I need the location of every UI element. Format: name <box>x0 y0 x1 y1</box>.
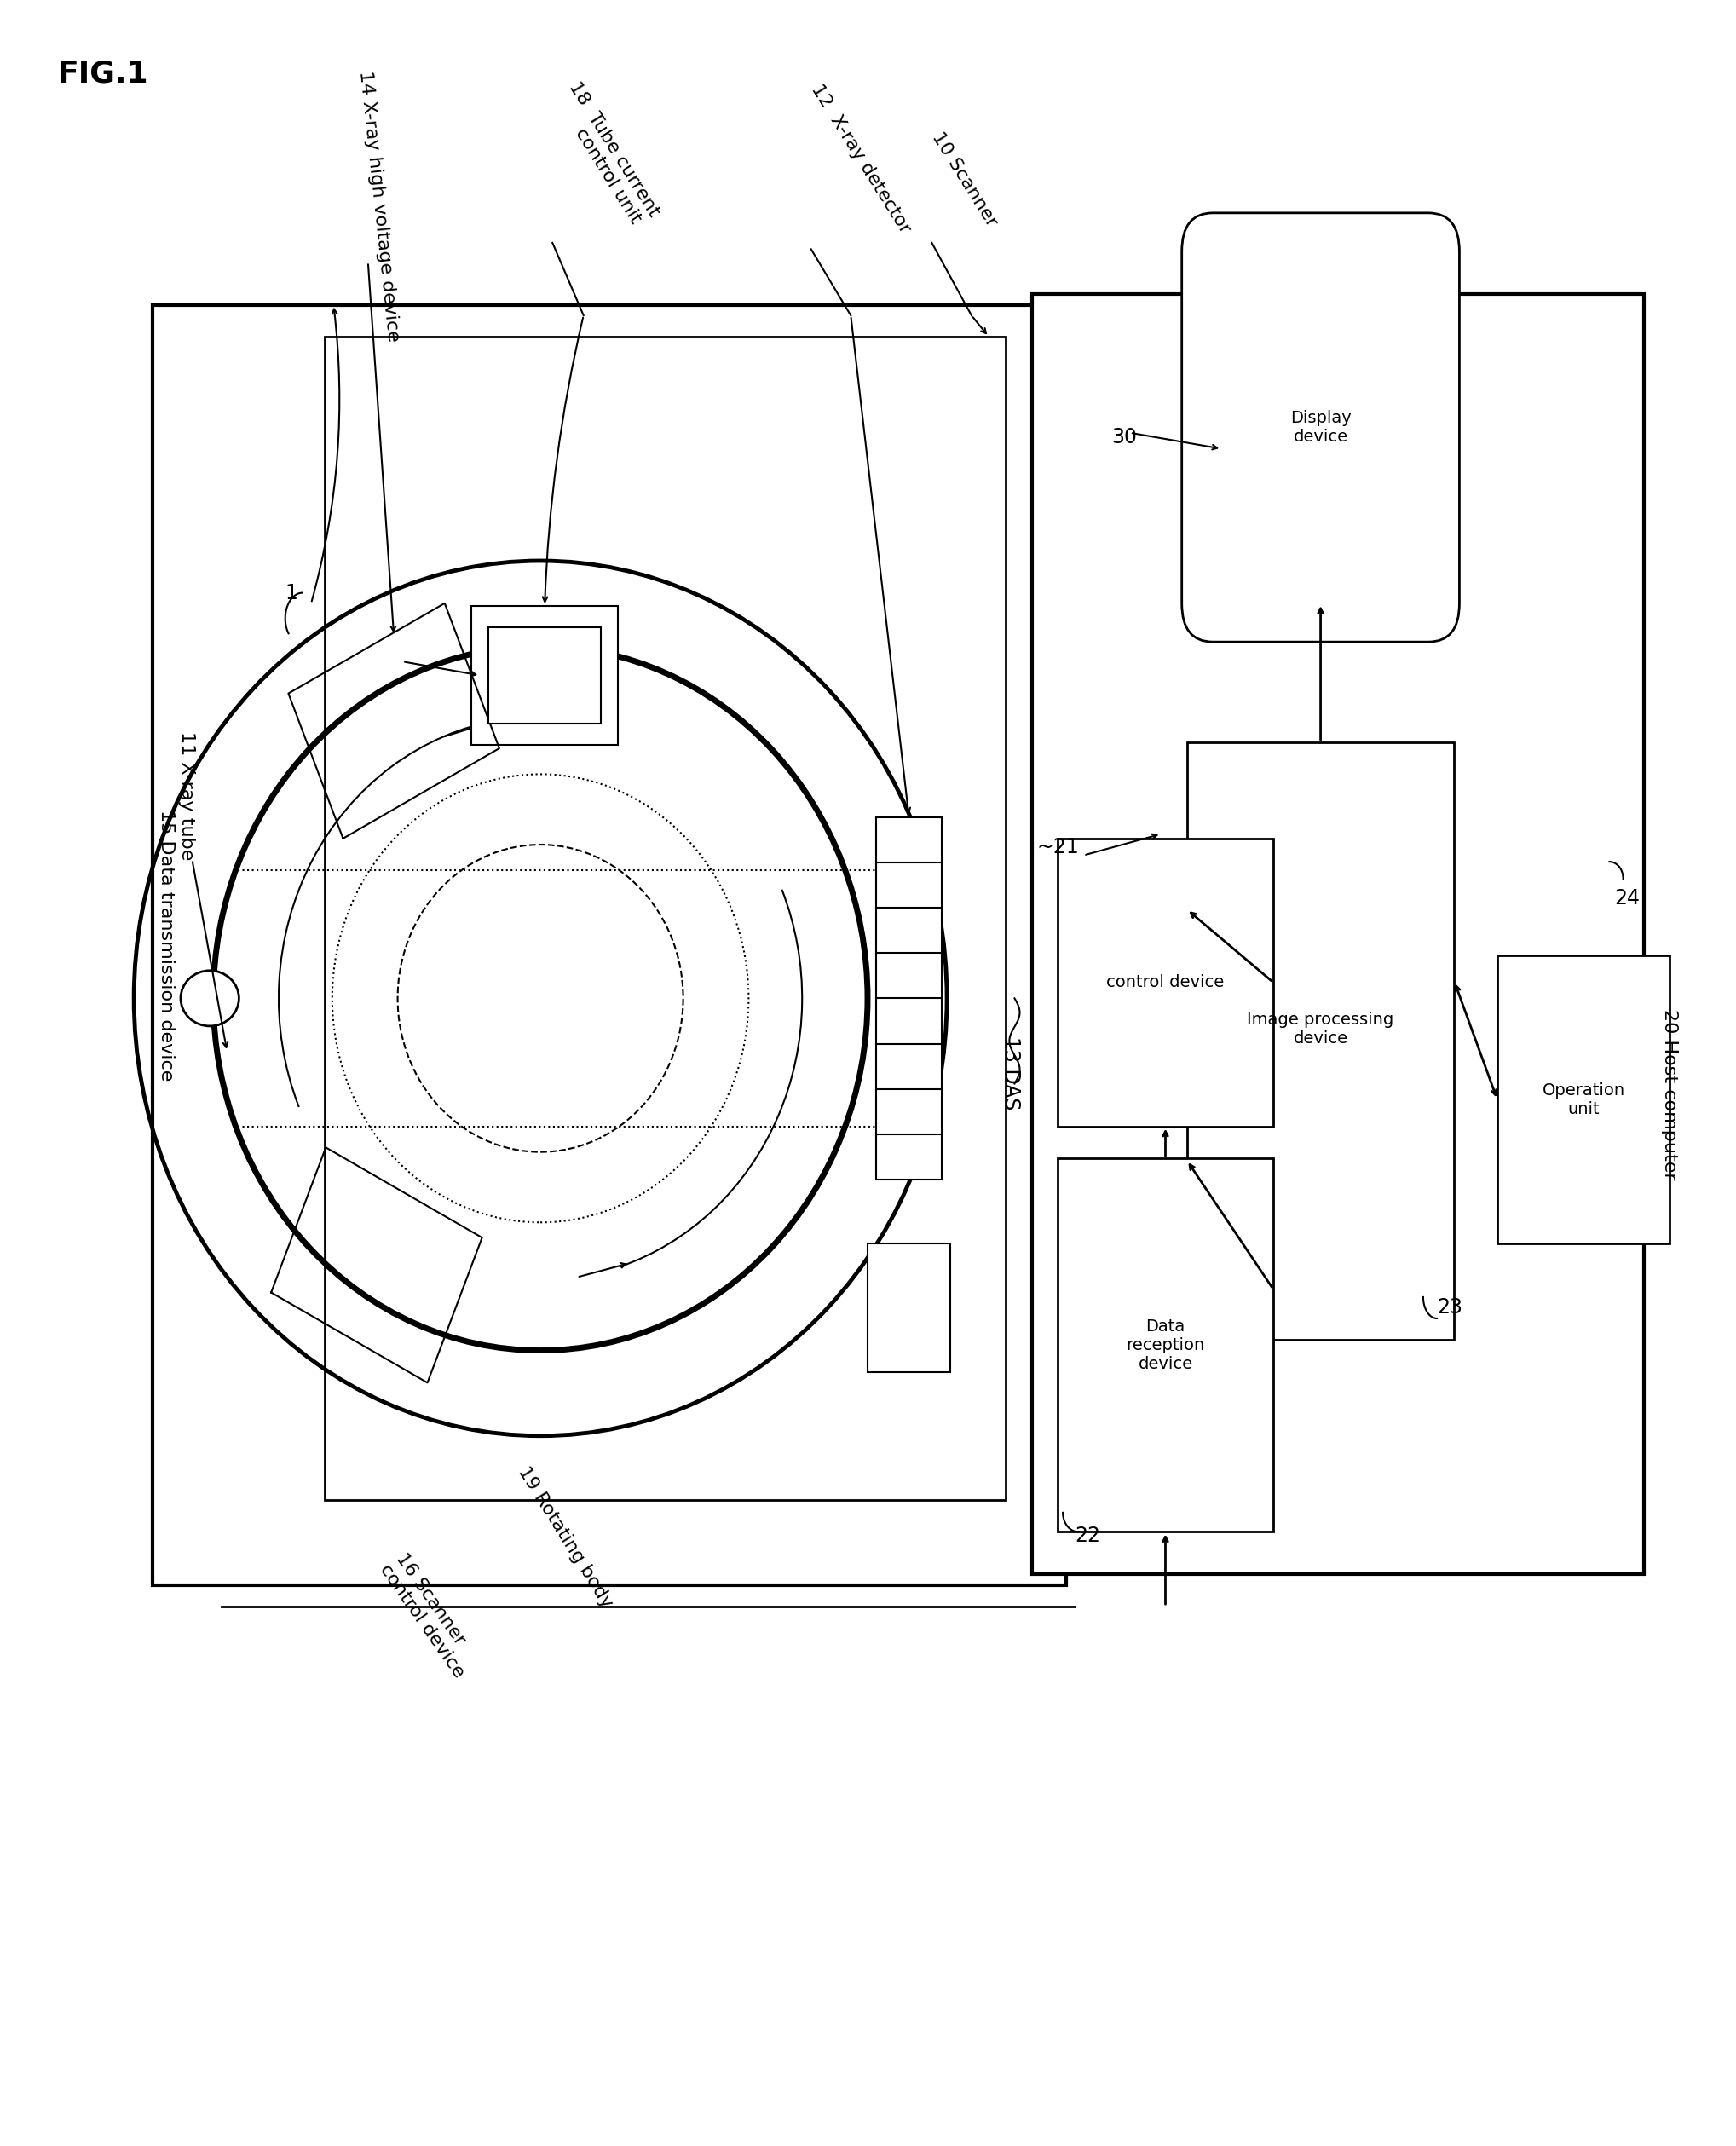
Bar <box>1057 839 1272 1127</box>
Bar <box>1057 1159 1272 1532</box>
Text: Display
device: Display device <box>1290 410 1351 444</box>
Bar <box>1031 294 1644 1575</box>
Bar <box>877 818 941 1180</box>
Text: 13 DAS: 13 DAS <box>1002 1037 1021 1109</box>
Text: 30: 30 <box>1111 427 1137 446</box>
Bar <box>1187 743 1455 1339</box>
Text: Operation
unit: Operation unit <box>1542 1082 1625 1118</box>
Text: 16 Scanner
control device: 16 Scanner control device <box>377 1549 484 1680</box>
Text: 18  Tube current
       control unit: 18 Tube current control unit <box>549 79 663 230</box>
Text: 1: 1 <box>285 582 299 603</box>
Text: FIG.1: FIG.1 <box>57 60 149 88</box>
Text: 12  X-ray detector: 12 X-ray detector <box>807 82 913 236</box>
Bar <box>325 337 1005 1500</box>
Bar <box>490 627 601 723</box>
Text: 22: 22 <box>1075 1526 1101 1547</box>
FancyBboxPatch shape <box>1182 212 1460 642</box>
Text: 10 Scanner: 10 Scanner <box>929 129 1000 230</box>
Bar <box>472 605 618 745</box>
Text: ~21: ~21 <box>1036 837 1080 856</box>
Text: 20 Host computer: 20 Host computer <box>1661 1009 1679 1180</box>
Text: 11 X-ray tube: 11 X-ray tube <box>179 732 196 861</box>
Text: 19 Rotating body: 19 Rotating body <box>514 1464 615 1612</box>
Text: 14 X-ray high voltage device: 14 X-ray high voltage device <box>356 71 401 343</box>
Bar <box>868 1245 950 1371</box>
Text: 23: 23 <box>1437 1298 1462 1318</box>
Ellipse shape <box>181 970 240 1026</box>
Text: 24: 24 <box>1614 888 1641 908</box>
Bar <box>1498 955 1670 1245</box>
Bar <box>153 305 1066 1586</box>
Text: Image processing
device: Image processing device <box>1246 1011 1394 1047</box>
Text: control device: control device <box>1106 974 1224 991</box>
Text: 15 Data transmission device: 15 Data transmission device <box>158 809 175 1082</box>
Text: Data
reception
device: Data reception device <box>1127 1318 1205 1371</box>
